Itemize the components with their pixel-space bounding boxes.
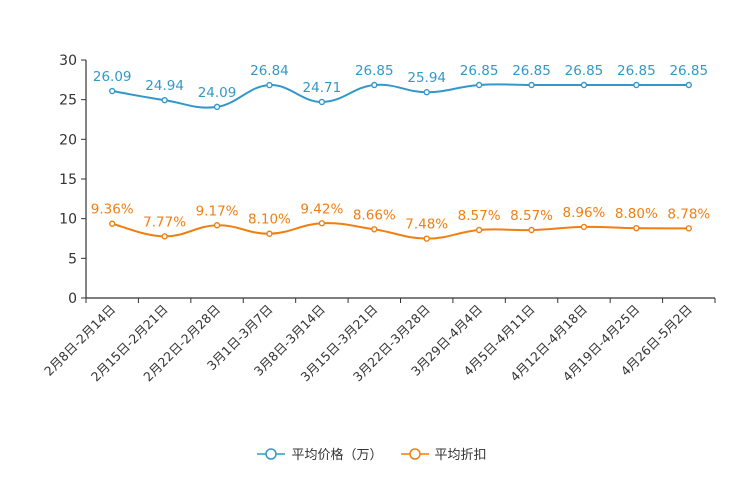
data-label: 26.85 xyxy=(565,63,604,79)
y-tick-label: 10 xyxy=(59,212,77,228)
data-point[interactable] xyxy=(318,220,326,227)
data-point[interactable] xyxy=(161,233,168,240)
data-point[interactable] xyxy=(685,81,692,89)
series-lines xyxy=(109,81,692,242)
data-point[interactable] xyxy=(528,226,535,234)
legend-swatch-icon xyxy=(257,447,286,460)
legend-item-0[interactable]: 平均价格（万） xyxy=(257,444,383,463)
data-point[interactable] xyxy=(318,98,326,106)
data-label: 24.94 xyxy=(145,78,184,94)
data-point[interactable] xyxy=(580,81,588,89)
data-label: 7.77% xyxy=(143,214,186,230)
data-point[interactable] xyxy=(109,87,116,95)
x-axis: 2月8日-2月14日2月15日-2月21日2月22日-2月28日3月1日-3月7… xyxy=(41,297,716,384)
data-point[interactable] xyxy=(266,81,273,89)
data-point[interactable] xyxy=(423,235,430,242)
data-label: 8.57% xyxy=(458,208,501,224)
data-point[interactable] xyxy=(371,81,378,89)
data-label: 8.80% xyxy=(615,206,658,222)
data-label: 26.84 xyxy=(250,63,289,79)
data-point[interactable] xyxy=(685,225,692,232)
data-point[interactable] xyxy=(213,222,221,229)
data-point[interactable] xyxy=(423,89,430,96)
y-tick-label: 20 xyxy=(59,132,77,148)
data-labels: 26.09 24.94 24.09 26.84 24.71 26.85 25.94 26.85… xyxy=(91,63,711,233)
data-label: 8.57% xyxy=(510,208,553,224)
data-label: 9.36% xyxy=(91,202,134,218)
y-axis: 0 5 10 15 20 25 30 xyxy=(59,53,87,307)
legend: 平均价格（万） 平均折扣 xyxy=(0,444,744,463)
data-label: 26.09 xyxy=(93,69,132,85)
data-label: 26.85 xyxy=(617,63,656,79)
data-label: 8.96% xyxy=(563,205,606,221)
data-point[interactable] xyxy=(633,81,640,89)
data-label: 9.17% xyxy=(196,203,239,219)
data-point[interactable] xyxy=(161,96,168,104)
data-label: 24.71 xyxy=(303,80,342,96)
data-point[interactable] xyxy=(266,230,273,237)
data-point[interactable] xyxy=(109,220,116,227)
legend-label: 平均价格（万） xyxy=(291,448,383,463)
y-tick-label: 30 xyxy=(59,53,77,69)
data-label: 8.66% xyxy=(353,207,396,223)
data-label: 26.85 xyxy=(512,63,551,79)
y-tick-label: 25 xyxy=(59,93,77,109)
data-label: 7.48% xyxy=(405,217,448,233)
legend-label: 平均折扣 xyxy=(434,448,487,463)
data-point[interactable] xyxy=(475,81,483,89)
legend-item-1[interactable]: 平均折扣 xyxy=(400,444,487,463)
legend-swatch-icon xyxy=(400,447,429,460)
data-label: 26.85 xyxy=(460,63,499,79)
data-point[interactable] xyxy=(633,224,640,232)
series-line-0 xyxy=(112,83,689,109)
y-tick-label: 5 xyxy=(68,251,77,267)
data-label: 8.10% xyxy=(248,212,291,228)
data-label: 26.85 xyxy=(669,63,708,79)
data-point[interactable] xyxy=(528,81,535,89)
data-point[interactable] xyxy=(371,226,378,233)
y-tick-label: 0 xyxy=(68,291,77,307)
series-line-1 xyxy=(111,222,689,240)
y-tick-label: 15 xyxy=(59,172,77,188)
data-point[interactable] xyxy=(580,223,588,231)
data-point[interactable] xyxy=(213,103,221,111)
data-point[interactable] xyxy=(475,226,483,234)
data-label: 24.09 xyxy=(198,85,237,101)
data-label: 25.94 xyxy=(407,70,446,86)
data-label: 8.78% xyxy=(667,206,710,222)
data-label: 26.85 xyxy=(355,63,394,79)
data-label: 9.42% xyxy=(300,201,343,217)
